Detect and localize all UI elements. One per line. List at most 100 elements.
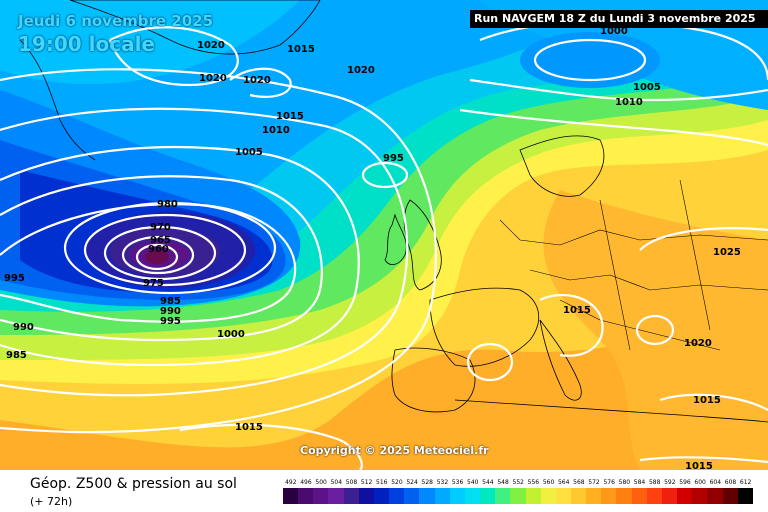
italy-coast [539,319,582,401]
legend-subtitle: (+ 72h) [30,495,73,508]
scale-label: 532 [436,479,449,486]
field-north-low [520,32,660,88]
scale-label: 600 [694,479,706,486]
scale-swatch [510,488,526,504]
isobar-label: 1000 [600,26,628,37]
isobar-label: 995 [160,316,181,327]
scandinavia-coast [519,135,605,197]
isobar-label: 1015 [235,422,263,433]
france-coast [429,287,539,367]
scale-label: 512 [360,479,373,486]
isobar-label: 1010 [262,125,290,136]
scale-swatch [313,488,329,504]
forecast-date: Jeudi 6 novembre 2025 [18,12,214,30]
border-line-1 [499,219,768,246]
scale-swatch [449,488,465,504]
scale-label: 508 [345,479,358,486]
scale-swatch [646,488,662,504]
scale-label: 548 [497,479,509,486]
scale-label: 560 [542,479,555,486]
scale-label: 608 [724,479,737,486]
scale-label: 568 [573,479,585,486]
scale-swatch [495,488,511,504]
weather-map: 1020 1020 1020 1015 1020 1015 1010 1005 … [0,0,768,470]
scale-swatch [464,488,481,504]
scale-swatch [298,488,314,504]
isobar-label: 1010 [615,97,643,108]
isobar-label: 965 [150,235,171,246]
scale-label: 612 [739,479,752,486]
scale-label: 576 [603,479,615,486]
run-info: Run NAVGEM 18 Z du Lundi 3 novembre 2025 [470,10,768,28]
greenland-coast [69,0,321,55]
scale-label: 500 [315,479,327,486]
scale-swatch [616,488,632,504]
scale-label: 520 [391,479,403,486]
scale-label: 540 [467,479,479,486]
scale-label: 572 [588,479,600,486]
copyright-text: Copyright © 2025 Meteociel.fr [300,444,489,457]
scale-swatch [661,488,678,504]
scale-swatch [358,488,374,504]
isobar-label: 985 [6,350,27,361]
scale-swatch [737,488,753,504]
scale-label: 536 [451,479,464,486]
isobar-labels: 1020 1020 1020 1015 1020 1015 1010 1005 … [4,0,741,470]
scale-label: 592 [664,479,676,486]
scale-label: 496 [300,479,312,486]
isobar-label: 1015 [563,305,591,316]
scale-label: 556 [527,479,540,486]
scale-swatch [555,488,571,504]
isobar-label: 970 [150,222,171,233]
scale-label: 588 [648,479,661,486]
scale-swatch [328,488,344,504]
field-dark-purple [145,250,169,264]
isobar-label: 1020 [243,75,271,86]
scale-label: 492 [285,479,297,486]
isobar-label: 1005 [235,147,263,158]
border-line-5 [679,179,711,331]
field-europe-orange [543,190,768,470]
color-scale-bar [283,488,753,504]
scale-swatch [692,488,708,504]
isobar-label: 975 [143,278,164,289]
isobar-label: 995 [383,153,404,164]
scale-label: 552 [512,479,524,486]
legend-title: Géop. Z500 & pression au sol [30,476,237,492]
scale-swatch [389,488,405,504]
isobar-label: 990 [13,322,34,333]
scale-swatch [586,488,602,504]
isobar-label: 980 [157,199,178,210]
scale-label: 596 [679,479,691,486]
scale-swatch [631,488,647,504]
scale-swatch [540,488,556,504]
scale-swatch [677,488,693,504]
isobar-label: 985 [160,296,181,307]
scale-swatch [343,488,359,504]
field-greenland-cyan [0,0,300,85]
isobar-label: 1015 [276,111,304,122]
scale-swatch [373,488,390,504]
scale-label: 564 [557,479,570,486]
scale-label: 516 [376,479,388,486]
isobar-label: 1020 [197,40,225,51]
scale-swatch [601,488,617,504]
isobar-label: 990 [160,306,181,317]
color-scale-labels: 492 496 500 504 508 512 516 520 524 528 532 536 540 5… [283,479,753,489]
labrador-coast [19,39,96,161]
border-line-3 [559,299,721,351]
isobar-label: 960 [148,244,169,255]
ireland-coast [384,213,407,265]
forecast-time: 19:00 locale [18,32,155,56]
scale-swatch [434,488,450,504]
border-line-4 [599,199,631,351]
scale-label: 604 [709,479,722,486]
isobar-label: 995 [4,273,25,284]
isobar-label: 1015 [693,395,721,406]
isobar-label: 1000 [217,329,245,340]
scale-label: 580 [618,479,631,486]
scale-label: 544 [482,479,494,486]
legend-footer: Géop. Z500 & pression au sol (+ 72h) 492… [0,470,768,512]
north-africa-coast [454,399,768,423]
scale-swatch [404,488,420,504]
